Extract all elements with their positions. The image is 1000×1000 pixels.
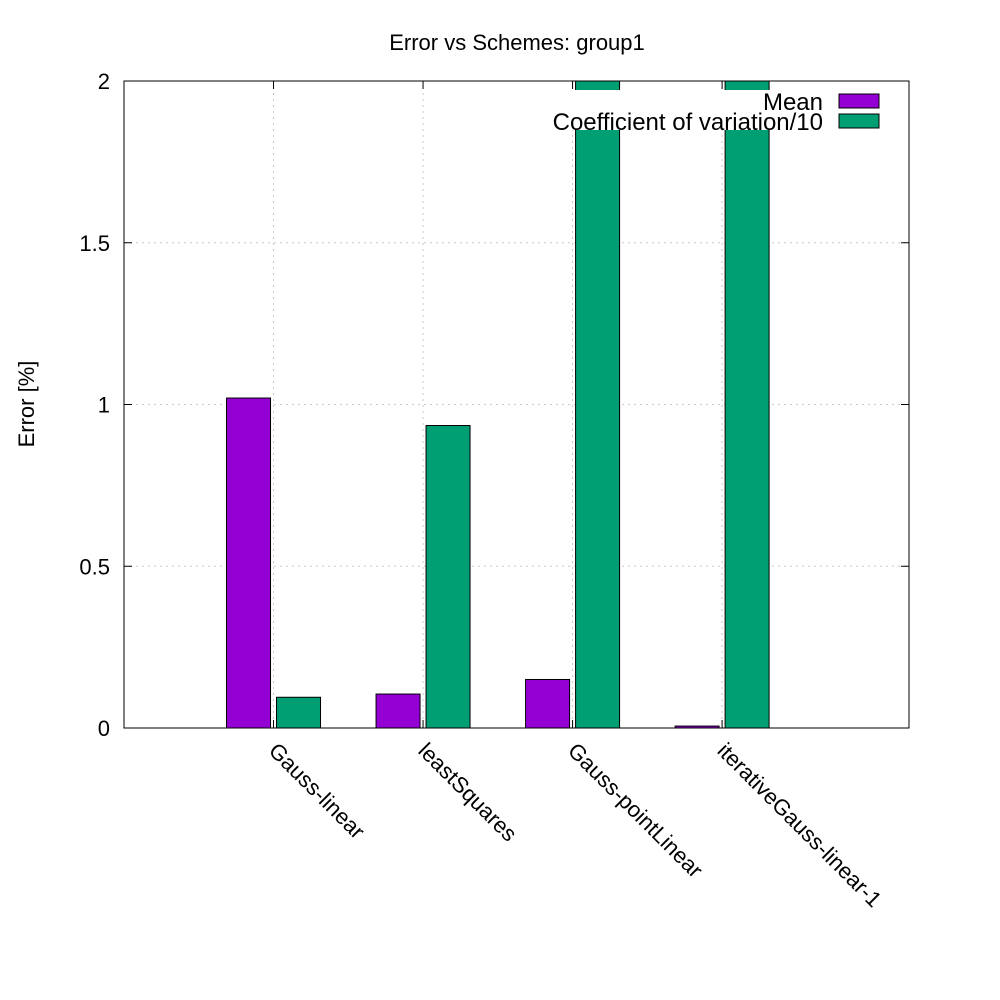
x-category-label: iterativeGauss-linear-1 [713, 738, 887, 912]
bar-cv-1 [425, 425, 471, 729]
x-categories: Gauss-linear leastSquares Gauss-pointLinea… [264, 738, 887, 912]
bar-mean-0 [226, 397, 272, 729]
bars [226, 80, 770, 729]
x-category-label: Gauss-pointLinear [563, 738, 708, 883]
y-tick-label: 1 [98, 393, 110, 418]
bar-mean-1 [375, 693, 421, 729]
grid [124, 81, 909, 728]
y-tick-label: 0 [98, 716, 110, 741]
y-ticks: 0 0.5 1 1.5 2 [79, 69, 909, 741]
bar-cv-3 [724, 80, 770, 729]
y-tick-label: 0.5 [79, 554, 110, 579]
y-tick-label: 2 [98, 69, 110, 94]
legend-swatch [838, 113, 880, 129]
x-category-label: Gauss-linear [264, 738, 370, 844]
x-category-label: leastSquares [414, 738, 522, 846]
bar-cv-0 [276, 696, 322, 729]
y-axis-label: Error [%] [14, 361, 39, 448]
bar-cv-2 [575, 80, 621, 729]
chart-title: Error vs Schemes: group1 [389, 30, 645, 55]
bar-mean-2 [525, 678, 571, 729]
legend-label: Coefficient of variation/10 [553, 109, 823, 136]
legend-swatch [838, 93, 880, 109]
legend-label: Mean [763, 89, 823, 116]
y-tick-label: 1.5 [79, 231, 110, 256]
